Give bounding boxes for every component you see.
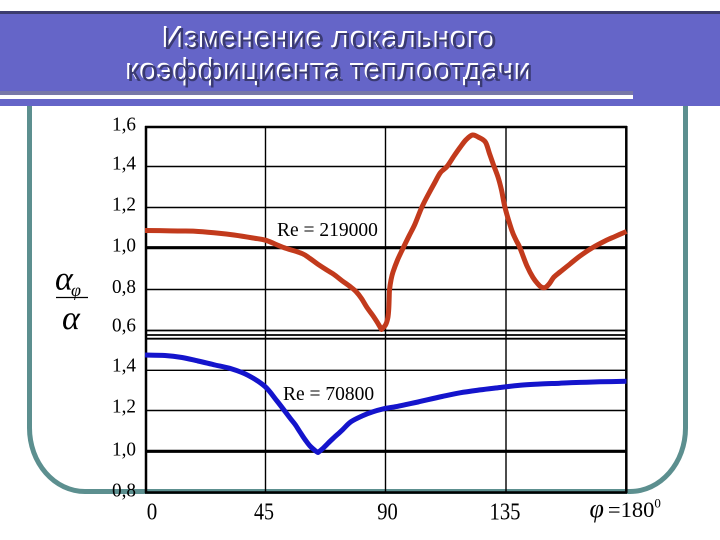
svg-text:α: α xyxy=(55,261,74,298)
svg-text:1,6: 1,6 xyxy=(112,115,136,136)
svg-text:Re = 219000: Re = 219000 xyxy=(277,220,378,241)
svg-text:0,8: 0,8 xyxy=(112,277,136,298)
svg-text:1,4: 1,4 xyxy=(112,356,136,377)
svg-text:90: 90 xyxy=(377,499,398,526)
svg-text:45: 45 xyxy=(254,499,274,526)
svg-text:φ=1800: φ =1800 xyxy=(590,494,661,523)
svg-text:1,0: 1,0 xyxy=(112,440,136,461)
svg-text:Re = 70800: Re = 70800 xyxy=(283,384,374,405)
svg-text:0,8: 0,8 xyxy=(112,481,136,502)
svg-text:1,0: 1,0 xyxy=(112,236,136,257)
svg-text:0,6: 0,6 xyxy=(112,316,136,337)
svg-text:135: 135 xyxy=(490,499,521,526)
svg-text:0: 0 xyxy=(147,499,158,526)
svg-text:φ: φ xyxy=(71,280,81,300)
svg-text:α: α xyxy=(62,300,81,337)
svg-text:1,2: 1,2 xyxy=(112,397,136,418)
svg-text:1,2: 1,2 xyxy=(112,195,136,216)
svg-text:1,4: 1,4 xyxy=(112,154,136,175)
